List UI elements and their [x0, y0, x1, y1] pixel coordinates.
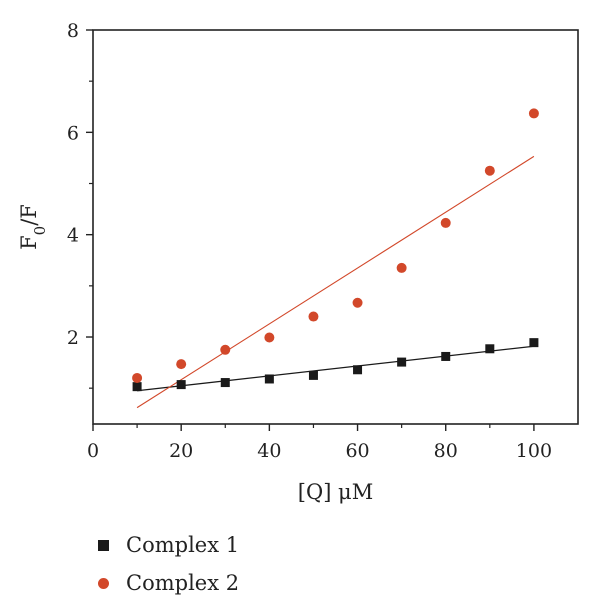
legend-item-complex-2: Complex 2 — [92, 564, 239, 602]
data-point-series-1 — [264, 374, 274, 384]
x-tick-label: 80 — [434, 440, 458, 462]
chart-svg: 0 20 40 60 80 100 2 4 6 8 [Q] μM F0/F — [17, 20, 579, 504]
x-tick-label: 60 — [345, 440, 369, 462]
x-tick-label: 20 — [169, 440, 193, 462]
plot-border — [92, 29, 579, 425]
circle-marker-icon — [92, 577, 114, 589]
square-marker-icon — [92, 539, 114, 551]
data-point-series-1 — [529, 338, 539, 348]
data-point-series-2 — [528, 108, 539, 119]
x-tick-label: 100 — [516, 440, 552, 462]
data-point-series-2 — [220, 344, 231, 355]
y-axis-ticks: 2 4 6 8 — [67, 20, 93, 389]
data-point-series-1 — [353, 365, 363, 375]
fit-lines — [136, 155, 535, 409]
x-axis-title: [Q] μM — [298, 480, 373, 504]
y-tick-label: 2 — [67, 327, 79, 349]
data-point-series-1 — [308, 370, 318, 380]
data-point-series-1 — [441, 351, 451, 361]
y-axis-title: F0/F — [17, 204, 49, 250]
data-point-series-2 — [396, 262, 407, 273]
legend-label: Complex 2 — [126, 571, 240, 595]
data-point-series-2 — [132, 372, 143, 383]
data-point-series-2 — [308, 311, 319, 322]
data-point-series-1 — [397, 357, 407, 367]
legend: Complex 1 Complex 2 — [92, 526, 239, 602]
x-tick-label: 0 — [87, 440, 99, 462]
x-axis-ticks: 0 20 40 60 80 100 — [87, 424, 552, 462]
data-point-series-2 — [440, 217, 451, 228]
legend-item-complex-1: Complex 1 — [92, 526, 239, 564]
data-point-series-2 — [176, 359, 187, 370]
legend-label: Complex 1 — [126, 533, 240, 557]
data-point-series-1 — [220, 378, 230, 388]
data-point-series-1 — [176, 380, 186, 390]
y-tick-label: 4 — [67, 225, 79, 247]
y-tick-label: 8 — [67, 20, 79, 42]
plot-frame — [92, 29, 579, 425]
fit-line-series-2 — [136, 155, 535, 409]
x-tick-label: 40 — [257, 440, 281, 462]
data-point-series-2 — [484, 165, 495, 176]
data-points — [132, 108, 539, 392]
y-tick-label: 6 — [67, 122, 79, 144]
fit-line-series-1 — [137, 345, 534, 392]
data-point-series-1 — [132, 382, 142, 392]
data-point-series-1 — [485, 344, 495, 354]
data-point-series-2 — [352, 297, 363, 308]
data-point-series-2 — [264, 332, 275, 343]
